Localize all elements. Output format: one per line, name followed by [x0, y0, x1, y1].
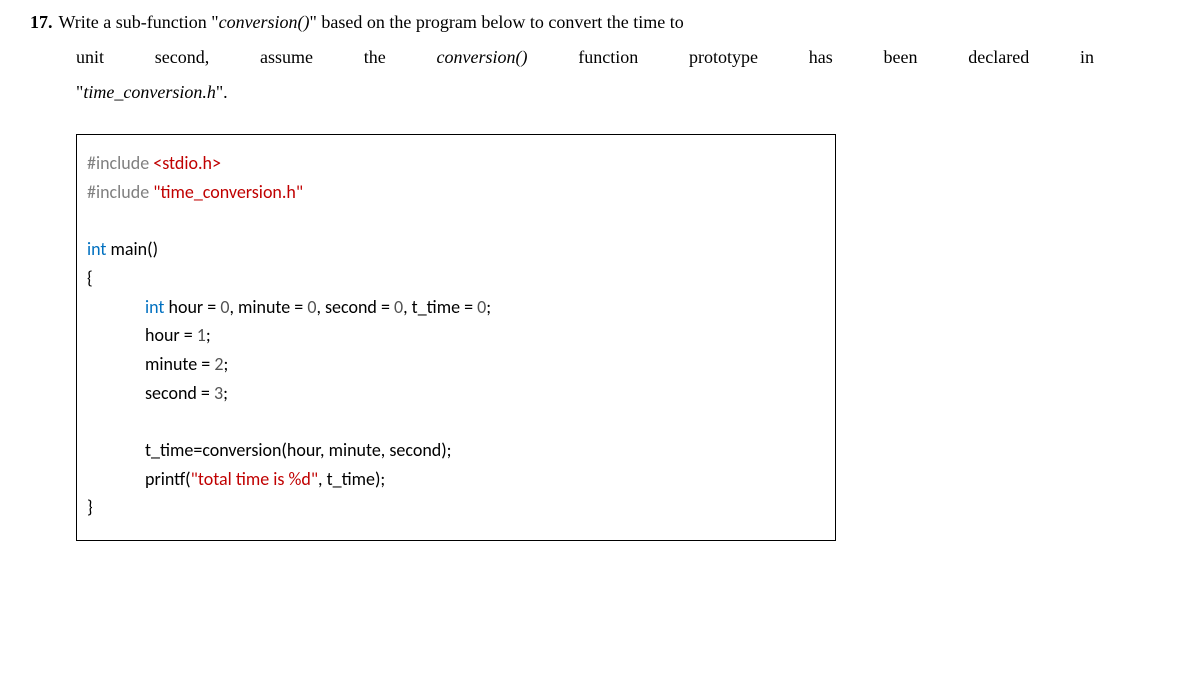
code-brace-open: { — [87, 264, 825, 293]
include-directive-2: #include — [87, 181, 153, 203]
printf-str: "total time is %d" — [191, 468, 318, 490]
code-sec-assign: second = 3; — [87, 379, 825, 408]
decl-p3: , second = — [316, 296, 394, 318]
decl-p4: , t_time = — [403, 296, 477, 318]
question-number: 17. — [30, 8, 53, 37]
min-p1: minute = — [145, 353, 214, 375]
q-text-6: ". — [216, 82, 228, 102]
q-text-1: Write a sub-function " — [59, 12, 219, 32]
q-func-1: conversion() — [219, 12, 310, 32]
q-text-3: unit second, assume the — [76, 47, 437, 67]
code-blank-2 — [87, 408, 825, 436]
decl-keyword: int — [145, 296, 164, 318]
sec-v: 3 — [214, 382, 223, 404]
sec-p2: ; — [223, 382, 228, 404]
code-printf: printf("total time is %d", t_time); — [87, 465, 825, 494]
question-line-2: unit second, assume the conversion() fun… — [30, 43, 1094, 72]
include-path-2: "time_conversion.h" — [153, 181, 303, 203]
question-line1-content: Write a sub-function "conversion()" base… — [59, 8, 684, 37]
q-text-2: " based on the program below to convert … — [310, 12, 684, 32]
question-line-3: "time_conversion.h". — [30, 78, 1164, 107]
include-path-1: <stdio.h> — [153, 152, 221, 174]
code-brace-close: } — [87, 493, 825, 522]
q-file: time_conversion.h — [83, 82, 215, 102]
code-include-2: #include "time_conversion.h" — [87, 178, 825, 207]
main-sig: main() — [106, 238, 158, 260]
code-blank-1 — [87, 207, 825, 235]
printf-p2: , t_time); — [318, 468, 385, 490]
q-func-2: conversion() — [437, 47, 528, 67]
main-keyword: int — [87, 238, 106, 260]
decl-v4: 0 — [477, 296, 486, 318]
code-include-1: #include <stdio.h> — [87, 149, 825, 178]
code-decl: int hour = 0, minute = 0, second = 0, t_… — [87, 293, 825, 322]
code-box: #include <stdio.h> #include "time_conver… — [76, 134, 836, 541]
code-min-assign: minute = 2; — [87, 350, 825, 379]
hour-v: 1 — [197, 324, 206, 346]
decl-p1: hour = — [164, 296, 220, 318]
code-call: t_time=conversion(hour, minute, second); — [87, 436, 825, 465]
hour-p1: hour = — [145, 324, 197, 346]
include-directive-1: #include — [87, 152, 153, 174]
sec-p1: second = — [145, 382, 214, 404]
decl-p2: , minute = — [229, 296, 307, 318]
decl-p5: ; — [486, 296, 491, 318]
code-main-sig: int main() — [87, 235, 825, 264]
code-hour-assign: hour = 1; — [87, 321, 825, 350]
min-p2: ; — [223, 353, 228, 375]
question-line-1: 17. Write a sub-function "conversion()" … — [30, 8, 1164, 37]
hour-p2: ; — [206, 324, 211, 346]
q-text-4: function prototype has been declared in — [528, 47, 1095, 67]
question-text: 17. Write a sub-function "conversion()" … — [30, 8, 1164, 106]
decl-v3: 0 — [394, 296, 403, 318]
printf-p1: printf( — [145, 468, 191, 490]
